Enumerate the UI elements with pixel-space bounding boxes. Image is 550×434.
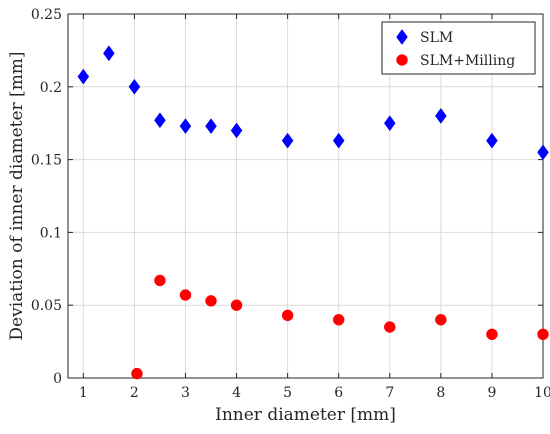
diamond-point — [179, 118, 192, 135]
diamond-point — [103, 45, 115, 62]
legend: SLM SLM+Milling — [381, 21, 536, 75]
x-tick-label: 2 — [130, 385, 139, 401]
data-points — [77, 45, 549, 380]
y-tick-label: 0 — [53, 371, 62, 387]
legend-label: SLM+Milling — [420, 53, 515, 69]
diamond-point — [230, 122, 243, 139]
x-tick-label: 3 — [181, 385, 190, 401]
diamond-point — [383, 115, 396, 132]
y-tick-label: 0.15 — [31, 153, 62, 169]
legend-label: SLM — [420, 30, 453, 46]
y-tick-label: 0.05 — [31, 298, 62, 314]
circle-point — [131, 367, 143, 380]
circle-point — [384, 321, 396, 333]
x-tick-label: 8 — [436, 385, 445, 401]
diamond-point — [332, 132, 345, 149]
x-tick-label: 4 — [232, 385, 241, 401]
diamond-point — [537, 144, 549, 161]
circle-point — [154, 274, 166, 287]
series-slm — [77, 45, 549, 161]
diamond-point — [154, 112, 166, 129]
x-tick-label: 9 — [487, 385, 496, 401]
series-slm-milling — [131, 274, 549, 380]
x-axis-title: Inner diameter [mm] — [215, 405, 396, 425]
circle-point — [281, 309, 294, 322]
x-tick-label: 6 — [334, 385, 343, 401]
circle-point — [435, 314, 447, 326]
diamond-point — [435, 107, 447, 124]
diamond-point — [77, 68, 90, 85]
diamond-point — [281, 132, 294, 149]
diamond-point — [205, 118, 217, 135]
y-axis-title: Deviation of inner diameter [mm] — [7, 51, 27, 340]
legend-marker — [396, 29, 408, 45]
x-tick-label: 5 — [283, 385, 292, 401]
y-tick-label: 0.1 — [40, 225, 62, 241]
y-tick-label: 0.25 — [31, 7, 62, 23]
y-tick-label: 0.2 — [40, 80, 62, 96]
legend-marker — [396, 54, 408, 66]
circle-point — [332, 314, 345, 326]
circle-point — [486, 328, 498, 341]
circle-point — [179, 289, 192, 301]
plot-frame — [67, 13, 544, 379]
circle-point — [205, 295, 217, 307]
legend-box — [381, 21, 536, 75]
diamond-point — [486, 132, 498, 149]
x-tick-label: 10 — [534, 385, 550, 401]
circle-point — [537, 328, 549, 341]
x-tick-label: 7 — [385, 385, 394, 401]
circle-point — [230, 299, 243, 311]
x-tick-label: 1 — [79, 385, 88, 401]
diamond-point — [128, 78, 141, 95]
